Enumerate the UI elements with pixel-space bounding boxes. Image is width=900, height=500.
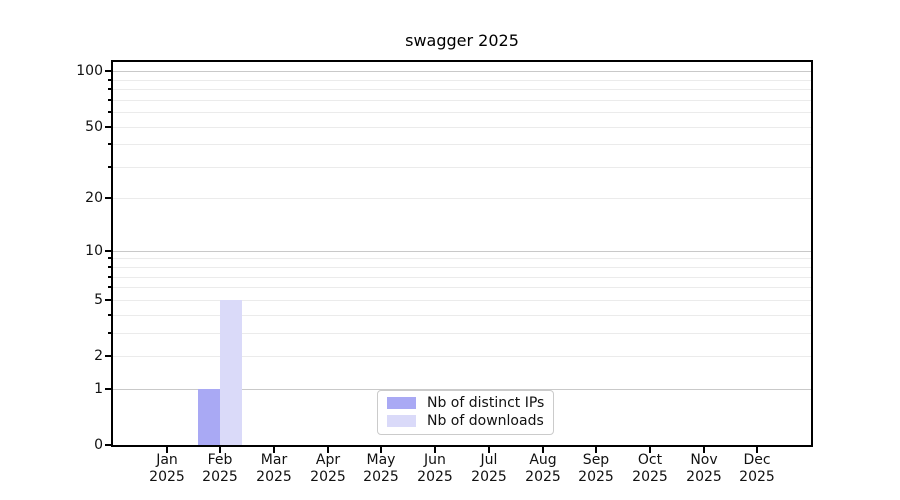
gridline-major	[113, 300, 811, 301]
y-axis-tick-label: 2	[94, 348, 103, 364]
x-axis-tick-label: Mar 2025	[256, 452, 292, 485]
x-axis-tick-label: May 2025	[363, 452, 399, 485]
legend-swatch-distinct-ips	[387, 397, 416, 409]
legend-label-downloads: Nb of downloads	[427, 413, 544, 429]
gridline-major	[113, 198, 811, 199]
x-axis-tick-mark	[327, 447, 329, 453]
x-axis-tick-label: Nov 2025	[686, 452, 722, 485]
y-axis-tick-mark	[105, 388, 111, 390]
gridline-minor	[113, 315, 811, 316]
gridline-minor	[113, 267, 811, 268]
legend-label-distinct-ips: Nb of distinct IPs	[427, 395, 545, 411]
y-axis-tick-mark	[105, 250, 111, 252]
legend-swatch-downloads	[387, 415, 416, 427]
y-axis-tick-mark	[105, 355, 111, 357]
x-axis-tick-label: Dec 2025	[739, 452, 775, 485]
x-axis-tick-label: Jan 2025	[149, 452, 185, 485]
x-axis-tick-mark	[488, 447, 490, 453]
y-axis-minor-tick-mark	[108, 166, 111, 168]
y-axis-minor-tick-mark	[108, 276, 111, 278]
y-axis-minor-tick-mark	[108, 257, 111, 259]
x-axis-tick-label: Jul 2025	[471, 452, 507, 485]
x-axis-tick-mark	[756, 447, 758, 453]
y-axis-minor-tick-mark	[108, 111, 111, 113]
x-axis-tick-mark	[595, 447, 597, 453]
gridline-minor	[113, 80, 811, 81]
x-axis-tick-label: Aug 2025	[525, 452, 561, 485]
y-axis-minor-tick-mark	[108, 143, 111, 145]
x-axis-tick-mark	[703, 447, 705, 453]
y-axis-tick-label: 100	[76, 63, 103, 79]
y-axis-tick-mark	[105, 70, 111, 72]
y-axis-tick-label: 50	[85, 119, 103, 135]
y-axis-minor-tick-mark	[108, 332, 111, 334]
y-axis-tick-label: 10	[85, 243, 103, 259]
x-axis-tick-mark	[649, 447, 651, 453]
gridline-major	[113, 71, 811, 72]
y-axis-minor-tick-mark	[108, 99, 111, 101]
y-axis-minor-tick-mark	[108, 79, 111, 81]
legend-item-distinct-ips: Nb of distinct IPs	[387, 395, 544, 411]
gridline-minor	[113, 89, 811, 90]
gridline-major	[113, 389, 811, 390]
y-axis-minor-tick-mark	[108, 88, 111, 90]
y-axis-tick-mark	[105, 444, 111, 446]
y-axis-tick-mark	[105, 197, 111, 199]
gridline-minor	[113, 277, 811, 278]
y-axis-minor-tick-mark	[108, 266, 111, 268]
x-axis-tick-mark	[434, 447, 436, 453]
gridline-minor	[113, 333, 811, 334]
gridline-minor	[113, 287, 811, 288]
y-axis-tick-label: 1	[94, 381, 103, 397]
x-axis-tick-label: Feb 2025	[202, 452, 238, 485]
y-axis-tick-label: 5	[94, 292, 103, 308]
gridline-minor	[113, 100, 811, 101]
gridline-minor	[113, 112, 811, 113]
x-axis-tick-mark	[273, 447, 275, 453]
x-axis-tick-label: Apr 2025	[310, 452, 346, 485]
gridline-major	[113, 356, 811, 357]
gridline-minor	[113, 144, 811, 145]
plot-border	[111, 60, 813, 447]
x-axis-tick-label: Sep 2025	[578, 452, 614, 485]
y-axis-tick-mark	[105, 126, 111, 128]
gridline-minor	[113, 258, 811, 259]
x-axis-tick-label: Oct 2025	[632, 452, 668, 485]
gridline-major	[113, 251, 811, 252]
bar-nb-of-distinct-ips-feb	[198, 389, 220, 445]
gridline-major	[113, 127, 811, 128]
y-axis-tick-label: 0	[94, 437, 103, 453]
x-axis-tick-mark	[542, 447, 544, 453]
legend: Nb of distinct IPs Nb of downloads	[377, 390, 555, 435]
chart-title: swagger 2025	[405, 31, 519, 50]
x-axis-tick-mark	[166, 447, 168, 453]
y-axis-tick-mark	[105, 299, 111, 301]
legend-item-downloads: Nb of downloads	[387, 413, 544, 429]
gridline-minor	[113, 167, 811, 168]
y-axis-tick-label: 20	[85, 190, 103, 206]
y-axis-minor-tick-mark	[108, 314, 111, 316]
x-axis-tick-mark	[219, 447, 221, 453]
x-axis-tick-label: Jun 2025	[417, 452, 453, 485]
bar-nb-of-downloads-feb	[220, 300, 242, 445]
x-axis-tick-mark	[380, 447, 382, 453]
y-axis-minor-tick-mark	[108, 286, 111, 288]
